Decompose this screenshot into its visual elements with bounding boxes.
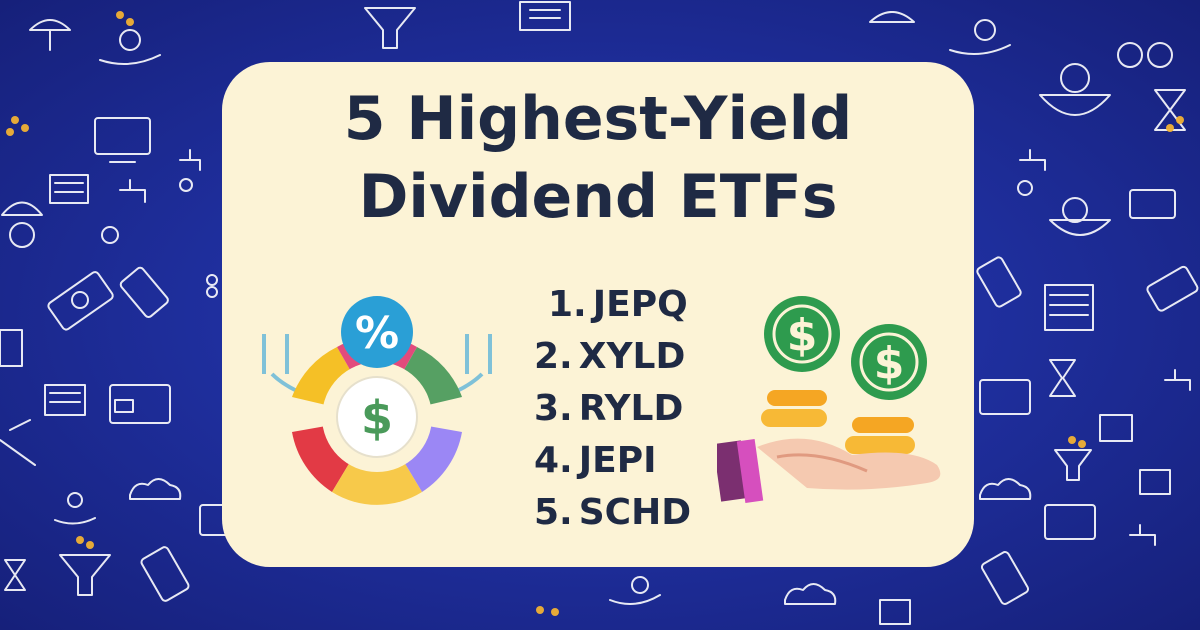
monitor-dollar-icon [94,117,151,163]
etf-ticker: RYLD [578,388,684,429]
hand-coin-icon [54,492,96,525]
hand-with-coins-icon: $ $ [717,296,941,503]
building-icon [49,174,89,204]
binoculars-icon [1117,42,1173,68]
list-number: 5. [534,492,573,533]
coins-stack-icon [206,274,218,298]
phone-dollar-icon [119,266,169,318]
building-icon [1044,284,1094,331]
box-dollar-icon [1099,414,1133,442]
list-item: 1. JEPQ [548,280,748,330]
hand-coin-icon [609,576,661,605]
umbrella-icon [29,19,71,51]
title-line-1: 5 Highest-Yield [343,84,853,154]
coin-dollar-1: $ [787,310,818,361]
hourglass-icon [4,559,26,591]
list-number: 1. [548,284,587,325]
list-number: 2. [534,336,573,377]
etf-ticker: JEPI [578,440,657,481]
faucet-icon [1017,149,1046,196]
list-number: 4. [534,440,573,481]
building-icon [0,329,23,367]
list-item: 3. RYLD [534,384,734,434]
faucet-icon [1164,369,1191,391]
percent-pie-dollar-icon: $ % [262,296,492,505]
monitor-card-icon [109,384,171,424]
coin-dollar-2: $ [874,338,905,389]
phone-dollar-icon [980,551,1030,605]
title-card: 5 Highest-Yield Dividend ETFs $ % 1. JEPQ… [222,62,974,567]
phone-dollar-icon [140,546,190,602]
funnel-coins-icon [59,554,111,596]
percent-symbol: % [355,308,399,359]
faucet-icon [1129,524,1156,546]
funnel-icon [364,7,416,49]
etf-ticker: SCHD [578,492,692,533]
bowl-dollar-icon [1049,197,1111,236]
list-item: 4. JEPI [534,436,734,486]
dollar-symbol: $ [361,391,393,445]
money-bill-icon [1146,265,1199,312]
monitor-dollar-icon [1044,504,1096,540]
building-icon [44,384,86,416]
truck-dollar-icon [1129,189,1176,219]
umbrella-icon [869,11,915,23]
cloud-dollar-icon [979,478,1032,500]
hourglass-icon [1154,89,1186,131]
phone-dollar-icon [976,256,1022,308]
monitor-truck-icon [979,379,1031,415]
etf-ticker: JEPQ [592,284,688,325]
funnel-coins-icon [1054,449,1092,481]
page-title: 5 Highest-Yield Dividend ETFs [222,84,974,232]
title-line-2: Dividend ETFs [358,162,838,232]
hand-coin-icon [949,19,1011,55]
cloud-dollar-icon [784,583,837,605]
box-dollar-icon [879,599,911,625]
list-item: 2. XYLD [534,332,734,382]
box-dollar-icon [1139,469,1171,495]
mining-icon [0,419,36,466]
list-item: 5. SCHD [534,488,734,538]
hand-coin-icon [99,29,161,65]
etf-ticker: XYLD [578,336,686,377]
faucet-icon [179,149,201,192]
building-icon [519,1,571,31]
faucet-icon [101,179,146,244]
piggy-umbrella-icon [1,201,43,248]
list-number: 3. [534,388,573,429]
cloud-dollar-icon [129,478,182,500]
money-bill-icon [47,271,114,331]
bowl-dollar-icon [1039,63,1111,116]
hourglass-icon [1049,359,1076,397]
